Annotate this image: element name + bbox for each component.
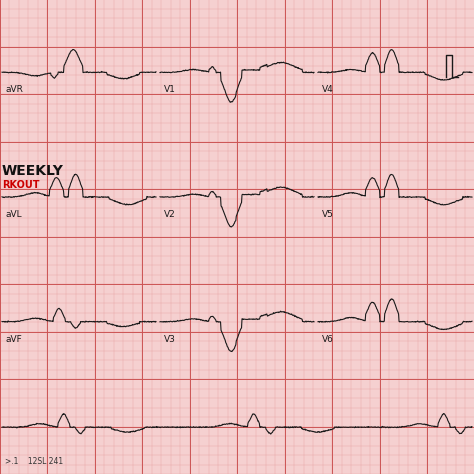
Text: WEEKLY: WEEKLY bbox=[2, 164, 64, 178]
Text: RKOUT: RKOUT bbox=[2, 180, 39, 190]
Text: V1: V1 bbox=[164, 85, 176, 94]
Text: V2: V2 bbox=[164, 210, 176, 219]
Text: V5: V5 bbox=[322, 210, 334, 219]
Text: aVR: aVR bbox=[6, 85, 24, 94]
Text: V6: V6 bbox=[322, 335, 334, 344]
Text: aVF: aVF bbox=[6, 335, 23, 344]
Text: V3: V3 bbox=[164, 335, 176, 344]
Text: >.1    12SL 241: >.1 12SL 241 bbox=[5, 457, 63, 466]
Text: aVL: aVL bbox=[6, 210, 23, 219]
Text: V4: V4 bbox=[322, 85, 334, 94]
